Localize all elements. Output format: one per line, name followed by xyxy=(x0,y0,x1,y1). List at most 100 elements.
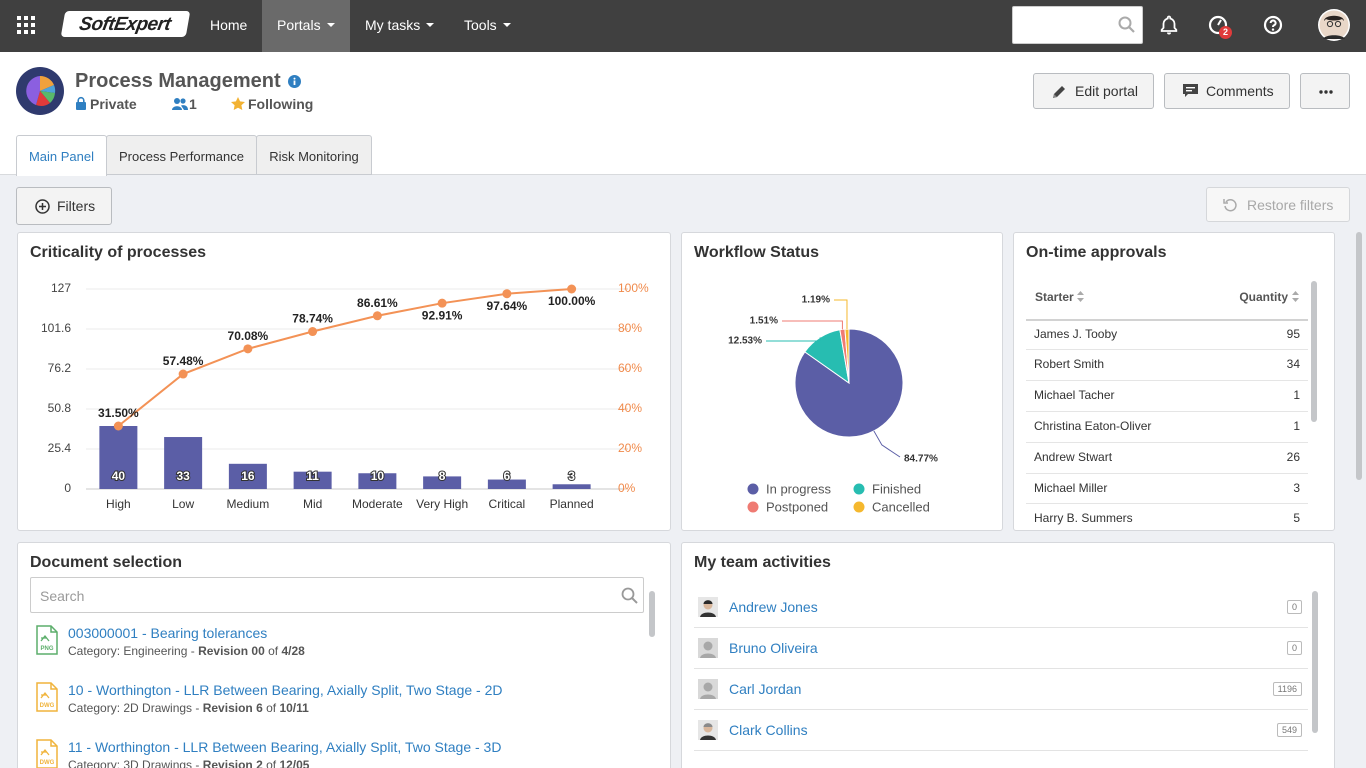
search-placeholder: Search xyxy=(40,588,85,604)
restore-label: Restore filters xyxy=(1247,197,1334,213)
icon-part xyxy=(1128,26,1135,33)
search-icon xyxy=(621,587,638,604)
bar-value-label: 40 xyxy=(112,469,126,483)
tab-label: Main Panel xyxy=(28,148,95,164)
member-link[interactable]: Andrew Jones xyxy=(729,599,818,615)
search-input[interactable]: Search xyxy=(30,577,644,613)
bar xyxy=(293,471,332,489)
icon-part xyxy=(36,739,58,768)
member-avatar xyxy=(698,597,718,617)
icon-part xyxy=(31,16,35,20)
bar xyxy=(487,479,526,489)
bar-value-label: 16 xyxy=(241,469,255,483)
nav-item[interactable]: Tools xyxy=(464,17,497,33)
icon-part xyxy=(621,587,635,601)
restore-filters-button[interactable]: Restore filters xyxy=(1206,187,1350,222)
icon-part xyxy=(40,691,50,699)
bar xyxy=(228,463,267,489)
member-link[interactable]: Bruno Oliveira xyxy=(729,640,818,656)
line-point xyxy=(243,344,253,354)
logo: SoftExpert xyxy=(60,11,191,37)
meta-part: Category: Engineering - xyxy=(68,644,199,658)
lock-icon xyxy=(76,96,86,110)
line-value-label: 70.08% xyxy=(228,329,269,343)
member-link[interactable]: Clark Collins xyxy=(729,722,808,738)
page-scrollbar xyxy=(1356,232,1362,480)
icon-part xyxy=(36,91,50,106)
nav-item[interactable]: Portals xyxy=(277,17,321,33)
icon-part xyxy=(1118,16,1132,30)
icon-part xyxy=(17,23,21,27)
member-link[interactable]: Carl Jordan xyxy=(729,681,802,697)
icon-part xyxy=(39,203,46,210)
icon-part xyxy=(1319,10,1349,40)
portal-logo xyxy=(16,67,64,115)
y-tick-label: 25.4 xyxy=(48,441,72,455)
icon-part xyxy=(1077,291,1084,295)
member-avatar xyxy=(698,720,718,740)
restore-icon xyxy=(1223,199,1237,212)
tab[interactable]: Process Performance xyxy=(106,135,257,175)
line-point xyxy=(437,298,447,308)
pie-chart: 84.77% 12.53% 1.51% 1.19% In progress Finishe… xyxy=(728,295,938,515)
comment-icon xyxy=(1183,84,1198,97)
document-link[interactable]: 10 - Worthington - LLR Between Bearing, … xyxy=(68,682,503,698)
edit-portal-label: Edit portal xyxy=(1075,83,1139,99)
icon-part xyxy=(31,23,35,27)
icon-part xyxy=(631,597,638,604)
icon-part xyxy=(231,97,245,110)
icon-part xyxy=(1271,28,1275,31)
more-icon xyxy=(1319,90,1333,94)
tab[interactable]: Main Panel xyxy=(16,135,107,176)
cell: 1 xyxy=(1293,419,1300,433)
members-icon xyxy=(172,98,188,110)
following[interactable]: Following xyxy=(248,96,314,112)
icon-part xyxy=(700,653,716,658)
bar-value-label: 8 xyxy=(439,469,446,483)
column-header[interactable]: Starter xyxy=(1035,290,1074,304)
caret xyxy=(327,23,335,27)
nav-item[interactable]: Home xyxy=(210,17,248,33)
legend-label: Finished xyxy=(872,481,921,496)
cell: Harry B. Summers xyxy=(1034,511,1133,525)
y-tick-label: 127 xyxy=(51,281,71,295)
more-button[interactable] xyxy=(1300,73,1350,109)
icon-part xyxy=(1167,32,1171,35)
edit-portal-button[interactable]: Edit portal xyxy=(1033,73,1154,109)
panel-title: My team activities xyxy=(694,554,831,571)
document-meta: Category: 3D Drawings - Revision 2 of 12… xyxy=(68,756,309,768)
comments-button[interactable]: Comments xyxy=(1164,73,1290,109)
file-icon xyxy=(36,682,58,712)
icon-part xyxy=(1326,20,1334,28)
privacy: Private xyxy=(90,96,137,112)
line-value-label: 100.00% xyxy=(548,294,596,308)
icon-part xyxy=(700,735,716,740)
meta-part: Revision 00 xyxy=(198,644,265,658)
line-value-label: 57.48% xyxy=(163,354,204,368)
chart-panel: Criticality of processes 0 25.4 50.8 76.2 101… xyxy=(17,232,671,531)
legend-swatch xyxy=(853,501,865,513)
filters-button[interactable]: Filters xyxy=(16,187,112,225)
document-link[interactable]: 003000001 - Bearing tolerances xyxy=(68,625,268,641)
nav-item[interactable]: My tasks xyxy=(365,17,421,33)
row-rule xyxy=(694,627,1308,628)
document-link[interactable]: 11 - Worthington - LLR Between Bearing, … xyxy=(68,739,502,755)
x-tick-label: High xyxy=(106,497,131,511)
icon-part xyxy=(180,98,186,104)
icon-part xyxy=(76,102,86,110)
row-rule xyxy=(1026,349,1308,350)
tab[interactable]: Risk Monitoring xyxy=(256,135,372,175)
file-type: DWG xyxy=(39,760,55,766)
x-tick-label: Critical xyxy=(489,497,526,511)
nav-active-bg xyxy=(262,0,350,52)
column-header[interactable]: Quantity xyxy=(1239,290,1288,304)
legend-swatch xyxy=(747,483,759,495)
icon-part xyxy=(703,600,713,604)
document-meta: Category: 2D Drawings - Revision 6 of 10… xyxy=(68,699,309,717)
search-box[interactable] xyxy=(1012,6,1143,44)
icon-part xyxy=(17,16,21,20)
members-count: 1 xyxy=(189,96,197,112)
pie-value-label: 84.77% xyxy=(904,454,938,465)
x-tick-label: Low xyxy=(172,497,194,511)
